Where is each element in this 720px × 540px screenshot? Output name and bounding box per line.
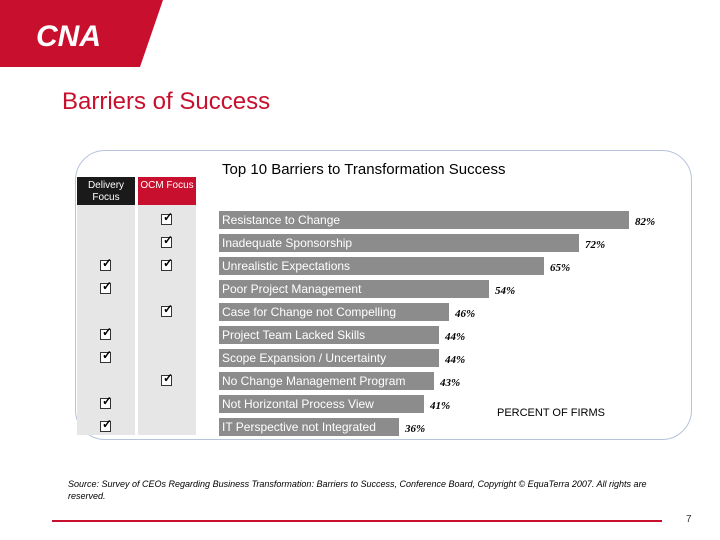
bar-value-label: 36% bbox=[405, 423, 426, 435]
bar-category-label: Unrealistic Expectations bbox=[222, 259, 351, 273]
bar-value-label: 43% bbox=[440, 377, 461, 389]
delivery-focus-column bbox=[77, 205, 135, 435]
bar-1 bbox=[219, 211, 629, 229]
chart-title: Top 10 Barriers to Transformation Succes… bbox=[222, 161, 506, 178]
bar-category-label: Resistance to Change bbox=[222, 213, 341, 227]
checkmark-icon: ✓ bbox=[102, 279, 113, 293]
checkmark-icon: ✓ bbox=[102, 394, 113, 408]
checkmark-icon: ✓ bbox=[163, 256, 174, 270]
ocm-focus-check: ✓ bbox=[161, 210, 174, 225]
bar-category-label: Scope Expansion / Uncertainty bbox=[222, 351, 387, 365]
bar-8 bbox=[219, 372, 434, 390]
cna-logo-text: CNA bbox=[36, 20, 101, 53]
delivery-focus-check: ✓ bbox=[100, 417, 113, 432]
checkmark-icon: ✓ bbox=[163, 210, 174, 224]
ocm-focus-check: ✓ bbox=[161, 233, 174, 248]
bar-value-label: 44% bbox=[445, 331, 466, 343]
bar-7 bbox=[219, 349, 439, 367]
bar-value-label: 41% bbox=[430, 400, 451, 412]
bar-4 bbox=[219, 280, 489, 298]
ocm-focus-check: ✓ bbox=[161, 302, 174, 317]
delivery-focus-check: ✓ bbox=[100, 256, 113, 271]
bar-value-label: 72% bbox=[585, 239, 606, 251]
page-number: 7 bbox=[686, 514, 692, 525]
slide-title: Barriers of Success bbox=[62, 88, 271, 115]
cna-logo: CNA bbox=[0, 0, 163, 67]
bar-5 bbox=[219, 303, 449, 321]
bar-value-label: 82% bbox=[635, 216, 656, 228]
delivery-focus-check: ✓ bbox=[100, 325, 113, 340]
bar-value-label: 54% bbox=[495, 285, 516, 297]
delivery-focus-check: ✓ bbox=[100, 348, 113, 363]
bar-2 bbox=[219, 234, 579, 252]
bar-category-label: IT Perspective not Integrated bbox=[222, 420, 376, 434]
source-note: Source: Survey of CEOs Regarding Busines… bbox=[68, 479, 647, 501]
footer-rule bbox=[52, 520, 662, 522]
ocm-focus-header: OCM Focus bbox=[138, 177, 196, 205]
bar-category-label: Case for Change not Compelling bbox=[222, 305, 397, 319]
bar-value-label: 46% bbox=[455, 308, 476, 320]
bar-10 bbox=[219, 418, 399, 436]
bar-3 bbox=[219, 257, 544, 275]
checkmark-icon: ✓ bbox=[102, 417, 113, 431]
ocm-focus-check: ✓ bbox=[161, 256, 174, 271]
delivery-focus-check: ✓ bbox=[100, 394, 113, 409]
bar-value-label: 44% bbox=[445, 354, 466, 366]
checkmark-icon: ✓ bbox=[102, 325, 113, 339]
bar-category-label: Poor Project Management bbox=[222, 282, 362, 296]
bar-9 bbox=[219, 395, 424, 413]
bar-6 bbox=[219, 326, 439, 344]
bar-category-label: Inadequate Sponsorship bbox=[222, 236, 353, 250]
bar-value-label: 65% bbox=[550, 262, 571, 274]
delivery-focus-check: ✓ bbox=[100, 279, 113, 294]
bar-category-label: Not Horizontal Process View bbox=[222, 397, 374, 411]
delivery-focus-header: Delivery Focus bbox=[77, 177, 135, 205]
checkmark-icon: ✓ bbox=[102, 348, 113, 362]
bar-category-label: Project Team Lacked Skills bbox=[222, 328, 366, 342]
checkmark-icon: ✓ bbox=[163, 233, 174, 247]
checkmark-icon: ✓ bbox=[102, 256, 113, 270]
checkmark-icon: ✓ bbox=[163, 371, 174, 385]
bar-category-label: No Change Management Program bbox=[222, 374, 406, 388]
ocm-focus-check: ✓ bbox=[161, 371, 174, 386]
x-axis-label: PERCENT OF FIRMS bbox=[497, 407, 605, 419]
checkmark-icon: ✓ bbox=[163, 302, 174, 316]
